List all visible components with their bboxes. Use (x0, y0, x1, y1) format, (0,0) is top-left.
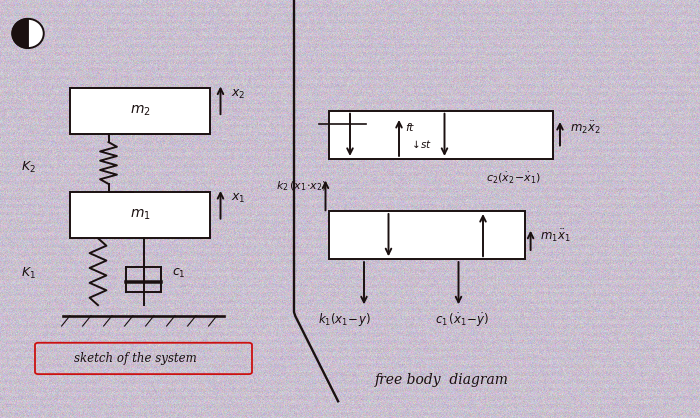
Text: $c_2(\dot{x}_2\!-\!\dot{x}_1)$: $c_2(\dot{x}_2\!-\!\dot{x}_1)$ (486, 170, 542, 185)
Text: $\downarrow\!st$: $\downarrow\!st$ (409, 139, 432, 150)
Polygon shape (13, 19, 28, 48)
Text: $ft$: $ft$ (405, 122, 415, 133)
Text: $c_1$: $c_1$ (172, 267, 185, 280)
Text: $x_1$: $x_1$ (231, 192, 246, 205)
Text: $m_2$: $m_2$ (130, 104, 150, 118)
Bar (70, 192, 210, 238)
Text: $x_2$: $x_2$ (231, 87, 245, 101)
Text: $k_1(x_1\!-\!y)$: $k_1(x_1\!-\!y)$ (318, 311, 371, 328)
Ellipse shape (13, 19, 43, 48)
Bar (329, 111, 553, 159)
Text: $K_2$: $K_2$ (21, 160, 36, 175)
Text: sketch of the system: sketch of the system (74, 352, 196, 365)
Bar (329, 211, 525, 259)
Text: $m_2\ddot{x}_2$: $m_2\ddot{x}_2$ (570, 119, 601, 136)
Text: $k_2\,(x_1\!\cdot\!x_2)$: $k_2\,(x_1\!\cdot\!x_2)$ (276, 179, 328, 193)
Text: $K_1$: $K_1$ (21, 266, 36, 281)
Text: $c_1\,(\dot{x}_1\!-\!\dot{y})$: $c_1\,(\dot{x}_1\!-\!\dot{y})$ (435, 311, 490, 329)
Bar (70, 88, 210, 134)
Text: free body  diagram: free body diagram (374, 373, 508, 387)
Text: $m_1$: $m_1$ (130, 208, 150, 222)
Text: $m_1\ddot{x}_1$: $m_1\ddot{x}_1$ (540, 228, 571, 245)
